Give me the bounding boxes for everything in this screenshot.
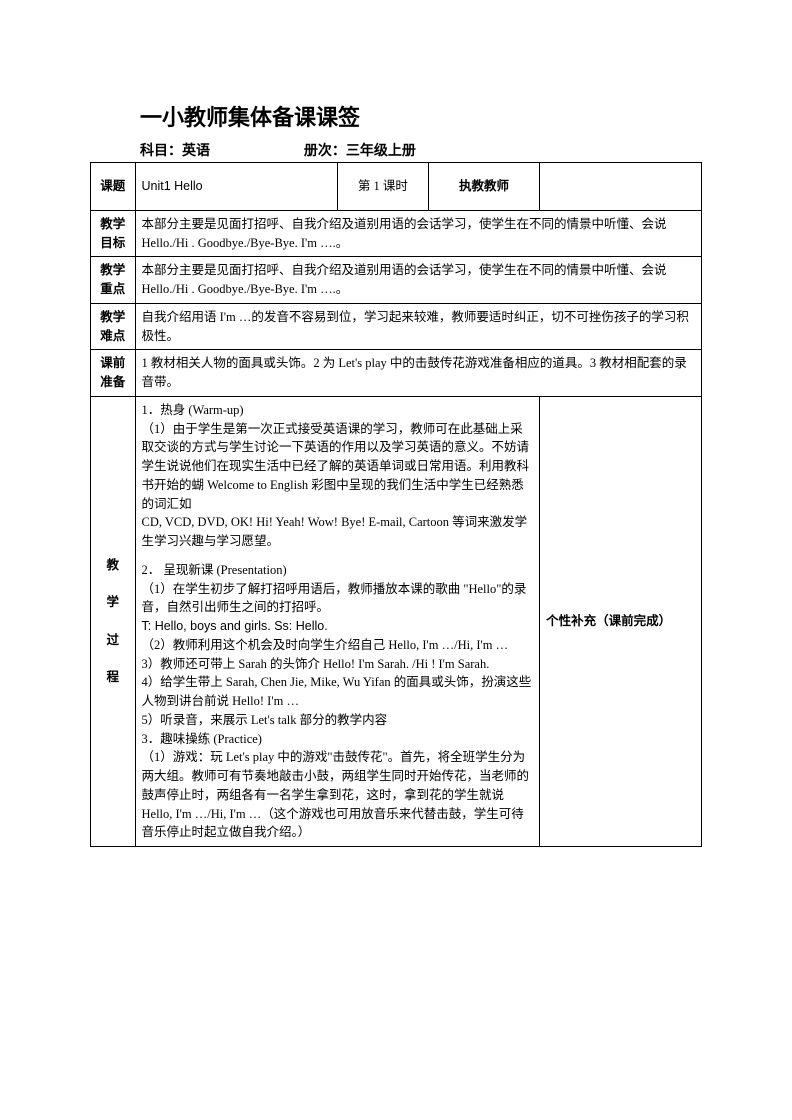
table-row: 教学目标 本部分主要是见面打招呼、自我介绍及道别用语的会话学习，使学生在不同的情… [91,210,702,257]
warmup-body2: CD, VCD, DVD, OK! Hi! Yeah! Wow! Bye! E-… [142,513,534,551]
objective-label: 教学目标 [91,210,136,257]
doc-title: 一小教师集体备课课签 [140,100,702,132]
meta-subject: 科目：英语 [140,140,300,160]
objective-text: 本部分主要是见面打招呼、自我介绍及道别用语的会话学习，使学生在不同的情景中听懂、… [135,210,702,257]
teacher-label: 执教教师 [428,163,539,211]
present-line: T: Hello, boys and girls. Ss: Hello. [142,617,534,636]
meta-volume: 册次：三年级上册 [304,140,416,160]
practice-title: 3．趣味操练 (Practice) [142,730,534,749]
unit-cell: Unit1 Hello [135,163,337,211]
difficulty-text: 自我介绍用语 I'm …的发音不容易到位，学习起来较难，教师要适时纠正，切不可挫… [135,303,702,350]
warmup-body: （1）由于学生是第一次正式接受英语课的学习，教师可在此基础上采取交谈的方式与学生… [142,420,534,514]
present-2: （2）教师利用这个机会及时向学生介绍自己 Hello, I'm …/Hi, I'… [142,636,534,655]
lesson-title-label: 课题 [91,163,136,211]
prep-label: 课前准备 [91,350,136,397]
present-5: 5）听录音，来展示 Let's talk 部分的教学内容 [142,711,534,730]
process-label: 教学过程 [91,396,136,846]
practice-1: （1）游戏：玩 Let's play 中的游戏"击鼓传花"。首先，将全班学生分为… [142,748,534,842]
lesson-table: 课题 Unit1 Hello 第 1 课时 执教教师 教学目标 本部分主要是见面… [90,162,702,847]
prep-text: 1 教材相关人物的面具或头饰。2 为 Let's play 中的击鼓传花游戏准备… [135,350,702,397]
present-1: （1）在学生初步了解打招呼用语后，教师播放本课的歌曲 "Hello"的录音，自然… [142,580,534,618]
table-row: 教学过程 1．热身 (Warm-up) （1）由于学生是第一次正式接受英语课的学… [91,396,702,846]
warmup-title: 1．热身 (Warm-up) [142,401,534,420]
present-4: 4）给学生带上 Sarah, Chen Jie, Mike, Wu Yifan … [142,673,534,711]
table-row: 课题 Unit1 Hello 第 1 课时 执教教师 [91,163,702,211]
period-cell: 第 1 课时 [337,163,428,211]
difficulty-label: 教学难点 [91,303,136,350]
keypoint-label: 教学重点 [91,257,136,304]
teacher-name [540,163,702,211]
table-row: 教学难点 自我介绍用语 I'm …的发音不容易到位，学习起来较难，教师要适时纠正… [91,303,702,350]
spacer [142,551,534,561]
meta-line: 科目：英语 册次：三年级上册 [140,140,702,160]
table-row: 课前准备 1 教材相关人物的面具或头饰。2 为 Let's play 中的击鼓传… [91,350,702,397]
process-content: 1．热身 (Warm-up) （1）由于学生是第一次正式接受英语课的学习，教师可… [135,396,540,846]
present-3: 3）教师还可带上 Sarah 的头饰介 Hello! I'm Sarah. /H… [142,655,534,674]
supplement-cell: 个性补充（课前完成） [540,396,702,846]
table-row: 教学重点 本部分主要是见面打招呼、自我介绍及道别用语的会话学习，使学生在不同的情… [91,257,702,304]
present-title: 2． 呈现新课 (Presentation) [142,561,534,580]
keypoint-text: 本部分主要是见面打招呼、自我介绍及道别用语的会话学习，使学生在不同的情景中听懂、… [135,257,702,304]
